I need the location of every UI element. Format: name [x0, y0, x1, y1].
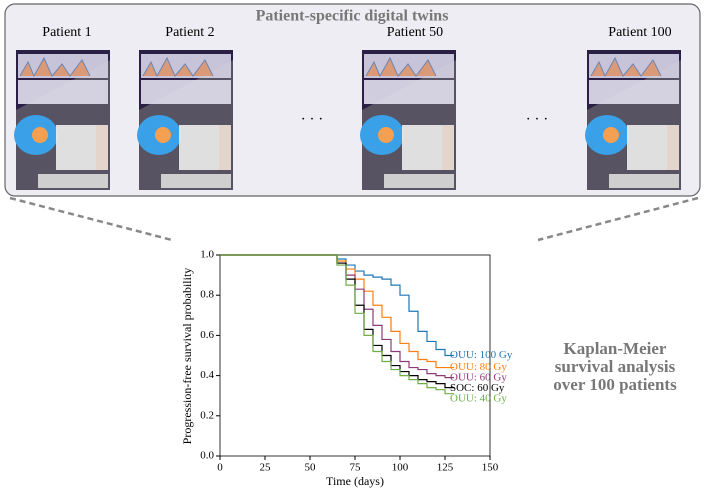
y-tick-label: 0.2	[200, 409, 214, 421]
twin-panel	[96, 125, 108, 170]
twin-panel	[384, 174, 454, 188]
ellipsis: · · ·	[301, 111, 324, 127]
panel-title: Patient-specific digital twins	[256, 8, 449, 25]
twin-hist	[365, 56, 437, 78]
twin-core	[603, 127, 619, 143]
x-tick-label: 100	[392, 462, 409, 474]
survival-curve	[220, 254, 454, 389]
x-tick-label: 50	[305, 462, 317, 474]
twin-core	[378, 127, 394, 143]
series-label: OUU: 40 Gy	[450, 393, 507, 405]
survival-curve	[220, 254, 454, 357]
twin-hist	[590, 56, 662, 78]
patient-label: Patient 1	[42, 25, 91, 40]
series-label: OUU: 100 Gy	[450, 349, 513, 361]
twin-panel	[402, 125, 442, 170]
twin-panel	[141, 80, 231, 104]
survival-curve	[220, 254, 454, 369]
x-axis-label: Time (days)	[326, 474, 384, 488]
twin-panel	[161, 174, 231, 188]
survival-curve	[220, 254, 454, 395]
y-tick-label: 1.0	[200, 249, 214, 261]
twin-panel	[219, 125, 231, 170]
x-tick-label: 75	[350, 462, 362, 474]
caption: Kaplan-Meier survival analysis over 100 …	[553, 339, 677, 394]
twin-panel	[18, 80, 108, 104]
patient-label: Patient 2	[165, 25, 214, 40]
twin-panel	[442, 125, 454, 170]
twin-panel	[364, 80, 454, 104]
series-label: SOC: 60 Gy	[450, 382, 505, 394]
x-tick-label: 125	[437, 462, 454, 474]
twin-panel	[667, 125, 679, 170]
patient-label: Patient 100	[608, 25, 671, 40]
twin-panel	[627, 125, 667, 170]
y-tick-label: 0.4	[200, 369, 214, 381]
twin-panel	[609, 174, 679, 188]
y-tick-label: 0.6	[200, 329, 214, 341]
twin-panel	[589, 80, 679, 104]
twin-core	[155, 127, 171, 143]
connector	[9, 196, 173, 242]
y-tick-label: 0.8	[200, 289, 214, 301]
twin-hist	[19, 56, 91, 78]
x-tick-label: 25	[260, 462, 272, 474]
x-tick-label: 150	[482, 462, 499, 474]
twin-hist	[142, 56, 214, 78]
twin-panel	[56, 125, 96, 170]
connector	[537, 196, 699, 242]
twin-core	[32, 127, 48, 143]
series-label: OUU: 60 Gy	[450, 372, 507, 384]
ellipsis: · · ·	[526, 111, 549, 127]
y-axis-label: Progression-free survival probability	[180, 268, 194, 445]
twin-panel	[38, 174, 108, 188]
patient-label: Patient 50	[387, 25, 443, 40]
twin-images	[14, 50, 681, 190]
series-label: OUU: 80 Gy	[450, 361, 507, 373]
y-tick-label: 0.0	[200, 450, 214, 462]
x-tick-label: 0	[217, 462, 223, 474]
twin-panel	[179, 125, 219, 170]
